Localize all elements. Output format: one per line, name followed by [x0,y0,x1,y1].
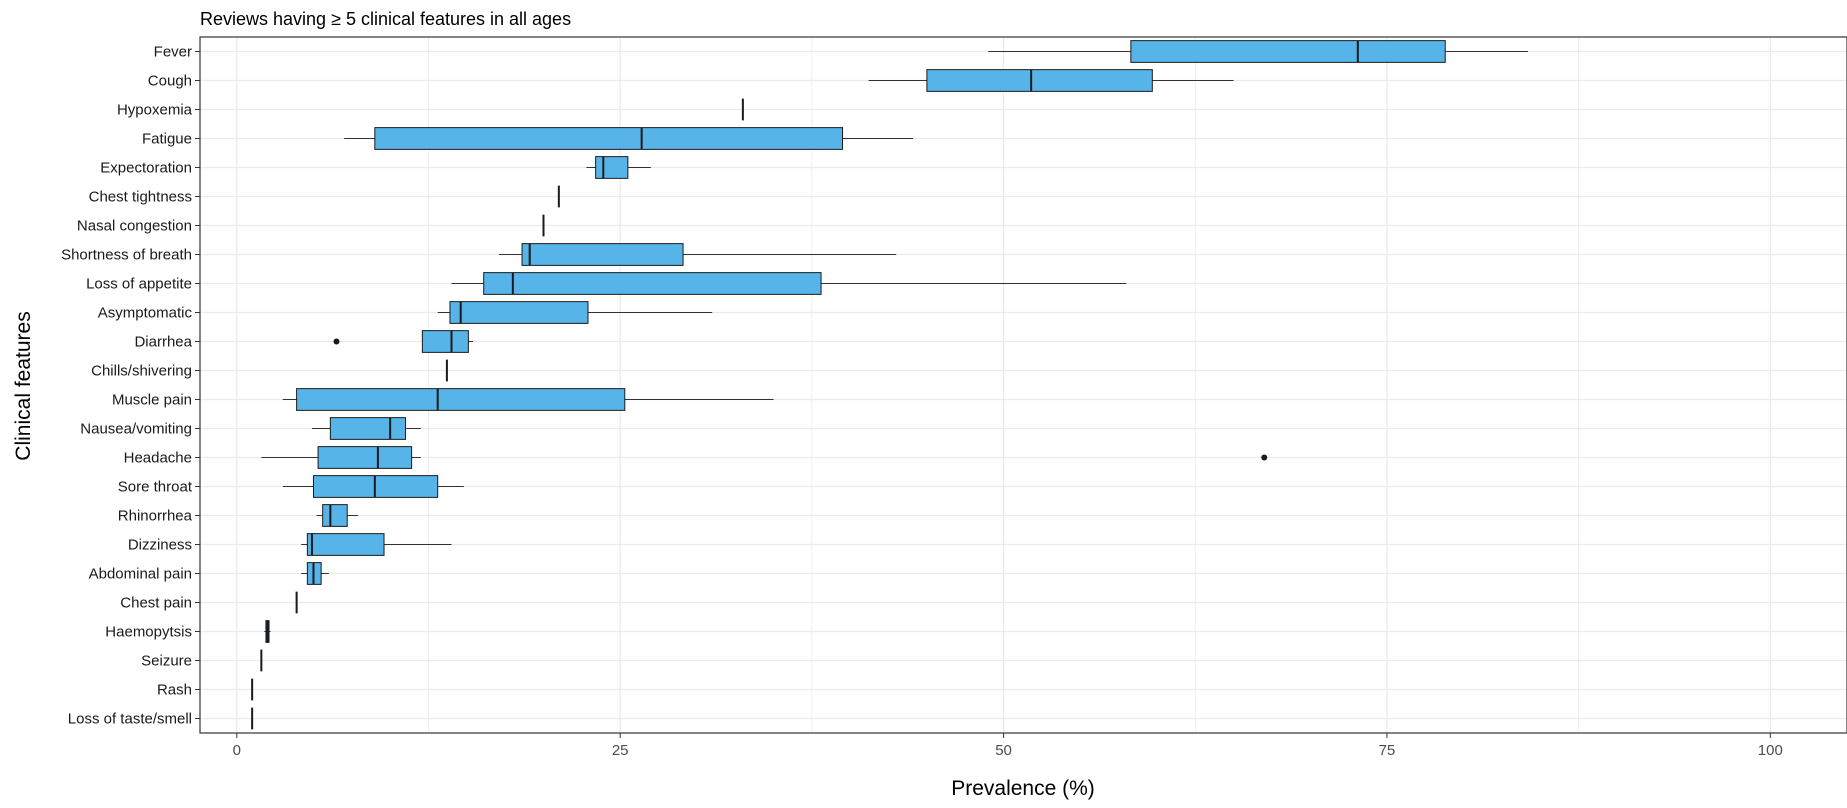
box-iqr [322,504,348,527]
y-tick-label: Hypoxemia [117,102,193,119]
y-tick-label: Haemopytsis [105,624,192,641]
box-iqr [449,301,589,324]
y-tick-label: Fatigue [142,131,192,148]
y-axis: Fever Cough Hypoxemia Fatigue Expectoration C… [61,44,200,728]
box-iqr [483,272,822,295]
box-expectoration [586,156,651,179]
x-tick-label: 75 [1379,742,1396,759]
box-iqr [296,388,626,411]
box-iqr [374,127,844,150]
y-tick-label: Abdominal pain [89,566,192,583]
box-haemopytsis [264,620,271,643]
box-muscle-pain [282,388,774,411]
box-headache [261,446,1268,469]
y-tick-label: Nasal congestion [77,218,192,235]
box-fatigue [344,127,914,150]
y-tick-label: Rhinorrhea [118,508,193,525]
y-tick-label: Expectoration [100,160,192,177]
box-fever [988,40,1529,63]
box-shortness-of-breath [499,243,897,266]
box-iqr [317,446,413,469]
y-tick-label: Asymptomatic [98,305,193,322]
outlier-point [333,338,340,345]
boxes [251,40,1529,730]
y-tick-label: Chills/shivering [91,363,192,380]
y-tick-label: Loss of taste/smell [68,711,192,728]
box-iqr [926,69,1153,92]
y-tick-label: Dizziness [128,537,192,554]
y-tick-label: Chest tightness [89,189,192,206]
y-tick-label: Sore throat [118,479,193,496]
y-tick-label: Diarrhea [134,334,192,351]
box-iqr [595,156,629,179]
x-tick-label: 25 [612,742,629,759]
x-tick-label: 100 [1758,742,1783,759]
box-iqr [329,417,406,440]
chart-title: Reviews having ≥ 5 clinical features in … [200,9,571,29]
y-axis-title: Clinical features [12,311,35,460]
y-tick-label: Muscle pain [112,392,192,409]
y-tick-label: Seizure [141,653,192,670]
box-sore-throat [282,475,464,498]
box-diarrhea [333,330,473,353]
box-asymptomatic [437,301,713,324]
y-tick-label: Loss of appetite [86,276,192,293]
y-tick-label: Chest pain [120,595,192,612]
x-tick-label: 0 [233,742,241,759]
box-iqr [306,533,385,556]
x-axis: 0 25 50 75 100 [233,733,1783,759]
box-dizziness [301,533,452,556]
x-tick-label: 50 [995,742,1012,759]
y-tick-label: Nausea/vomiting [80,421,192,438]
x-axis-title: Prevalence (%) [951,777,1095,800]
y-tick-label: Cough [148,73,192,90]
box-nausea-vomiting [311,417,421,440]
y-tick-label: Shortness of breath [61,247,192,264]
y-tick-label: Fever [154,44,192,61]
panel-border [199,36,1847,734]
box-loss-of-appetite [451,272,1127,295]
y-tick-label: Rash [157,682,192,699]
box-iqr [421,330,469,353]
box-abdominal-pain [301,562,329,585]
box-iqr [521,243,684,266]
panel-background [200,37,1847,733]
box-cough [868,69,1234,92]
box-iqr [1130,40,1446,63]
outlier-point [1261,454,1268,461]
box-rhinorrhea [316,504,358,527]
y-tick-label: Headache [124,450,192,467]
